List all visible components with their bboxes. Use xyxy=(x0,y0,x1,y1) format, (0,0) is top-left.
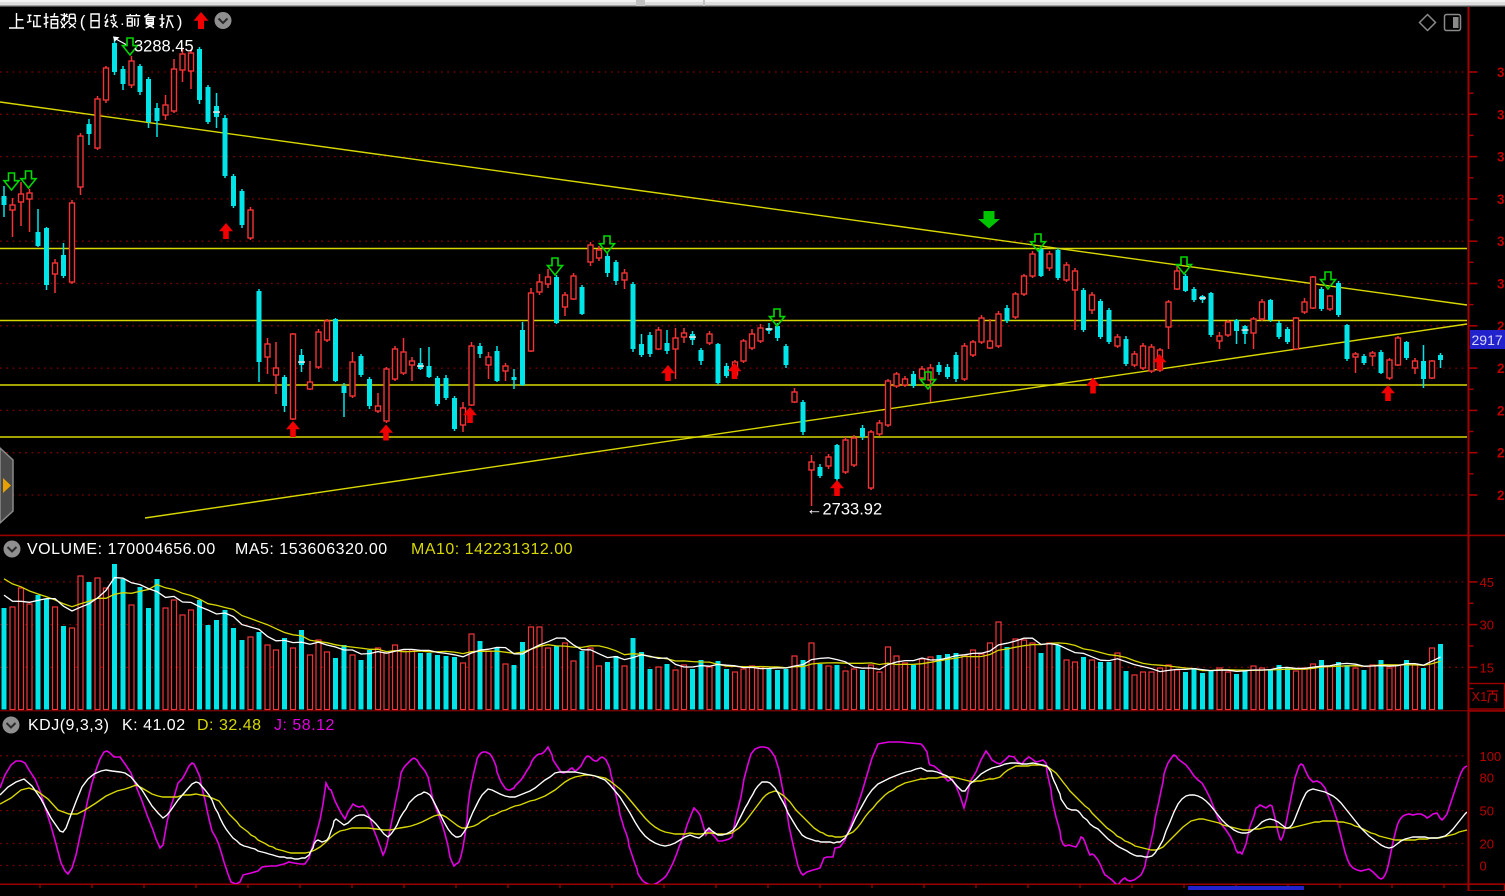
svg-text:2917: 2917 xyxy=(1472,332,1503,348)
svg-text:MA5: 153606320.00: MA5: 153606320.00 xyxy=(235,541,388,558)
svg-text:3000: 3000 xyxy=(1497,277,1505,292)
svg-text:2850: 2850 xyxy=(1497,403,1505,418)
svg-text:50: 50 xyxy=(1480,804,1494,819)
svg-text:30: 30 xyxy=(1480,618,1494,633)
svg-text:2950: 2950 xyxy=(1497,319,1505,334)
svg-text:0: 0 xyxy=(1480,859,1487,874)
svg-text:2750: 2750 xyxy=(1497,488,1505,503)
svg-text:MA10: 142231312.00: MA10: 142231312.00 xyxy=(411,541,573,558)
svg-text:45: 45 xyxy=(1480,575,1494,590)
svg-text:KDJ(9,3,3): KDJ(9,3,3) xyxy=(28,717,109,734)
svg-text:3250: 3250 xyxy=(1497,65,1505,80)
svg-text:K: 41.02: K: 41.02 xyxy=(122,717,186,734)
svg-text:100: 100 xyxy=(1480,749,1502,764)
svg-text:VOLUME: 170004656.00: VOLUME: 170004656.00 xyxy=(27,541,216,558)
svg-text:3050: 3050 xyxy=(1497,234,1505,249)
svg-text:D: 32.48: D: 32.48 xyxy=(197,717,261,734)
svg-text:2900: 2900 xyxy=(1497,361,1505,376)
svg-text:3150: 3150 xyxy=(1497,150,1505,165)
svg-text:(: ( xyxy=(80,12,86,31)
svg-text:2800: 2800 xyxy=(1497,446,1505,461)
svg-text:J: 58.12: J: 58.12 xyxy=(274,717,335,734)
svg-text:3100: 3100 xyxy=(1497,192,1505,207)
svg-text:): ) xyxy=(177,12,183,31)
svg-text:.: . xyxy=(120,12,124,29)
svg-text:3288.45: 3288.45 xyxy=(134,38,194,56)
svg-text:80: 80 xyxy=(1480,771,1494,786)
svg-text:X1: X1 xyxy=(1472,689,1488,704)
svg-text:20: 20 xyxy=(1480,837,1494,852)
svg-text:15: 15 xyxy=(1480,660,1494,675)
svg-text:3200: 3200 xyxy=(1497,107,1505,122)
svg-text:←2733.92: ←2733.92 xyxy=(806,501,882,519)
